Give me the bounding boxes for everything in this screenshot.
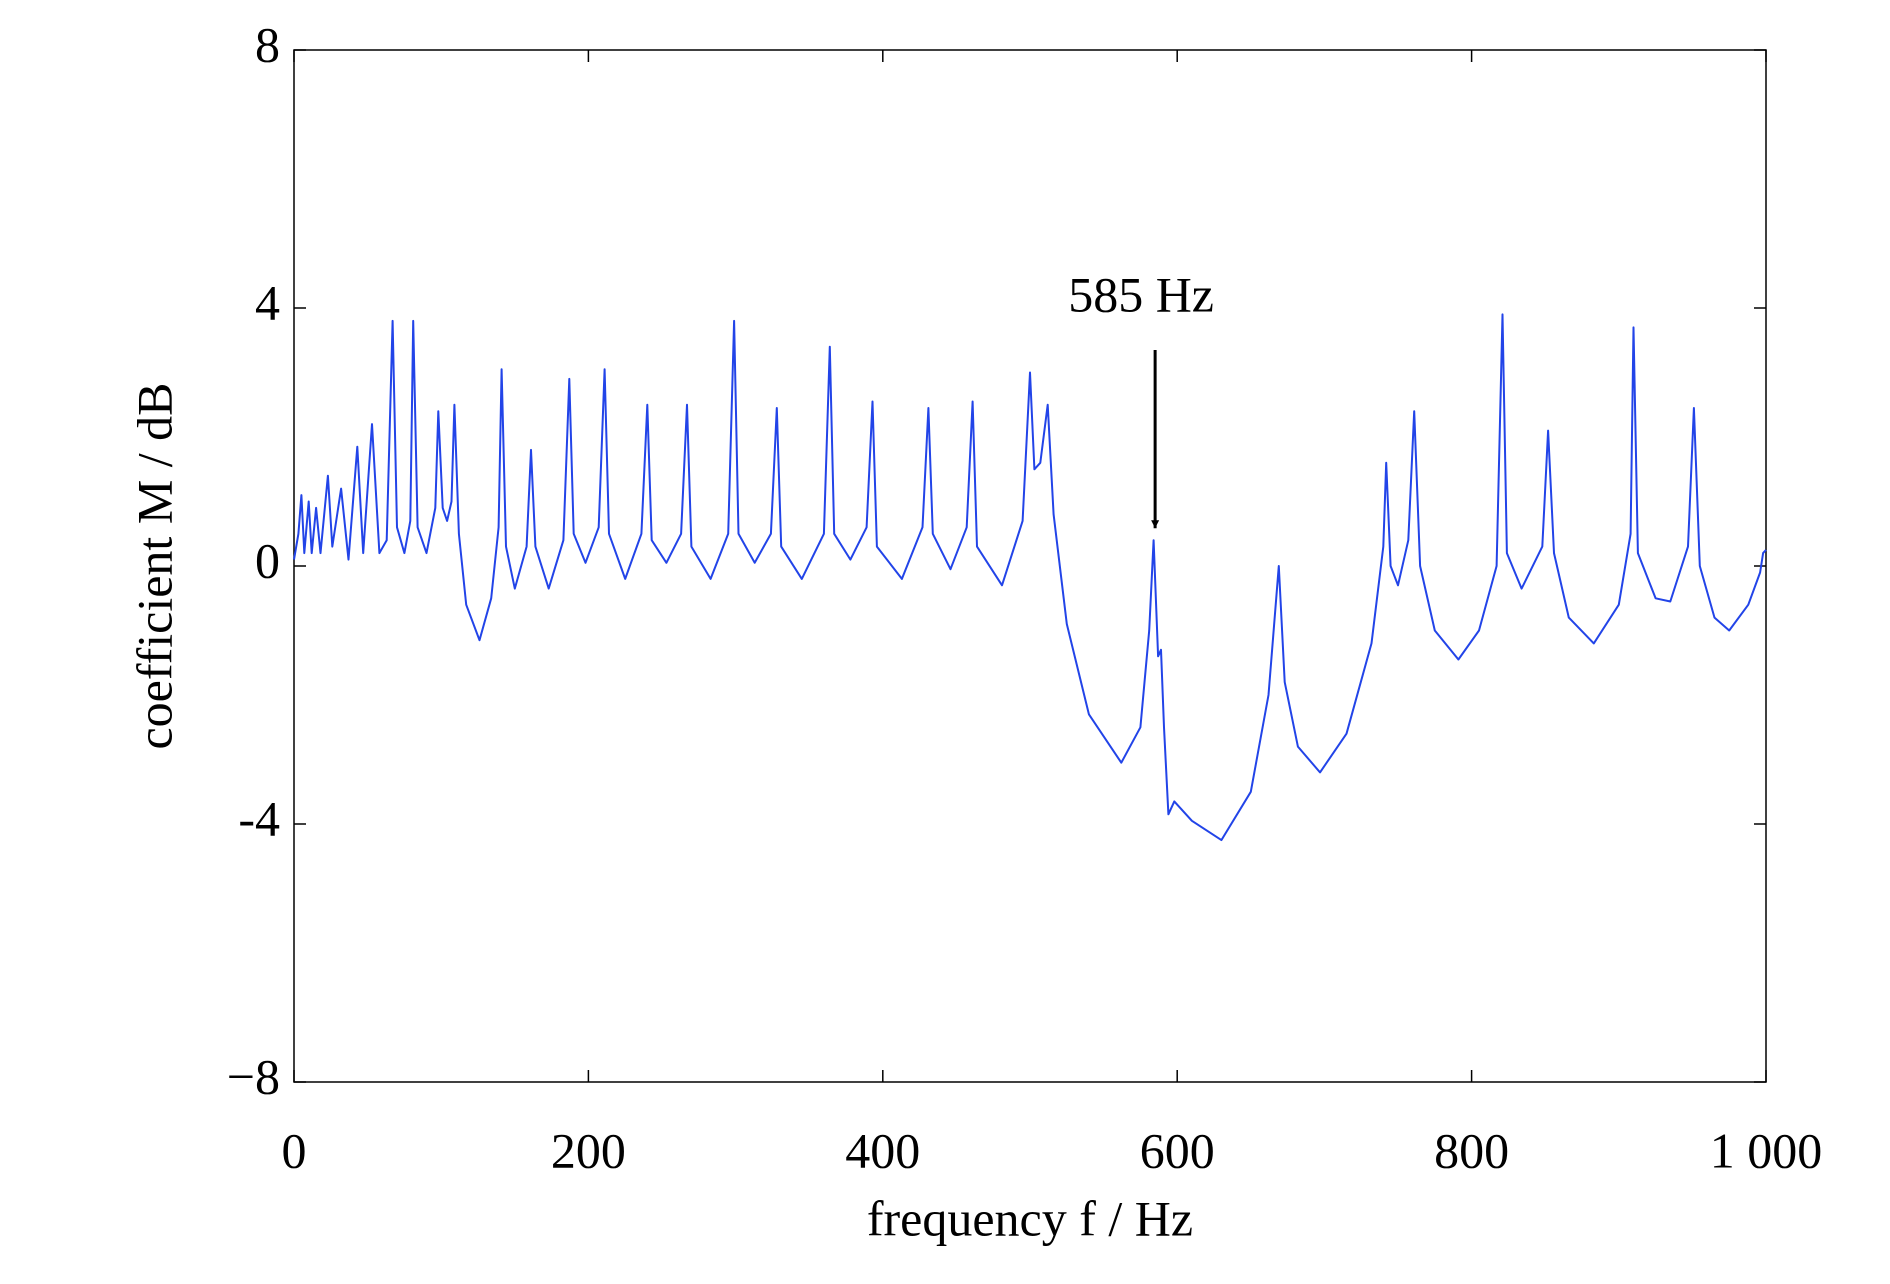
x-tick-label: 1 000: [1710, 1122, 1823, 1178]
y-axis-label: coefficient M / dB: [126, 382, 182, 749]
x-tick-label: 400: [845, 1122, 920, 1178]
x-tick-label: 200: [551, 1122, 626, 1178]
y-tick-label: -4: [238, 790, 280, 846]
y-tick-label: 4: [255, 274, 280, 330]
x-tick-label: 0: [282, 1122, 307, 1178]
x-tick-label: 600: [1140, 1122, 1215, 1178]
y-tick-label: 0: [255, 532, 280, 588]
data-line: [293, 313, 1767, 842]
annotation: 585 Hz: [1068, 266, 1214, 322]
y-tick-label: 8: [255, 16, 280, 72]
y-tick-label: −8: [227, 1048, 280, 1104]
x-axis-label: frequency f / Hz: [867, 1190, 1193, 1246]
plot-frame: [293, 49, 1767, 1083]
x-tick-label: 800: [1434, 1122, 1509, 1178]
